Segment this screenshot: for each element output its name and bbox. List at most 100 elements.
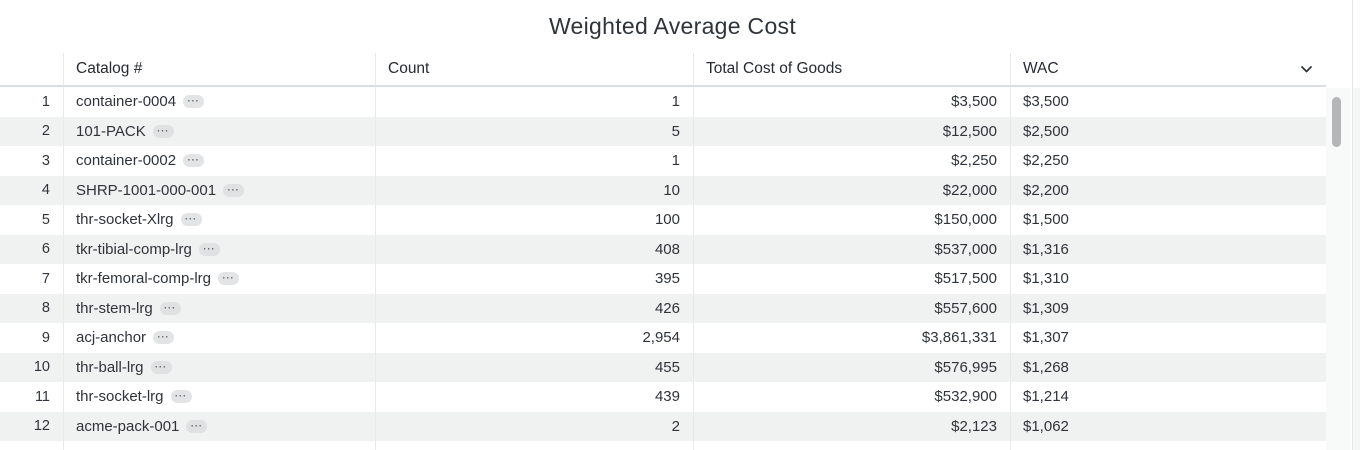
row-index[interactable]: 7 [0, 264, 63, 294]
table-body: 1 container-0004 ··· 1 $3,500 $3,500 2 101-PACK… [0, 87, 1326, 450]
count-cell: 5 [375, 116, 693, 146]
total-cost-cell: $22,000 [693, 175, 1010, 205]
catalog-cell: thr-ball-lrg ··· [63, 352, 375, 382]
row-index[interactable]: 9 [0, 323, 63, 353]
count-cell: 408 [375, 234, 693, 264]
row-menu-ellipsis-icon[interactable]: ··· [183, 154, 205, 168]
table-row: 10 thr-ball-lrg ··· 455 $576,995 $1,268 [0, 352, 1326, 382]
catalog-label: SHRP-1001-000-001 [76, 181, 217, 199]
count-cell: 455 [375, 352, 693, 382]
row-menu-ellipsis-icon[interactable]: ··· [186, 419, 208, 433]
row-menu-ellipsis-icon[interactable]: ··· [180, 213, 202, 227]
count-cell: 1 [375, 146, 693, 176]
row-menu-ellipsis-icon[interactable]: ··· [150, 360, 172, 374]
header-wac[interactable]: WAC [1010, 53, 1326, 85]
row-index[interactable]: 4 [0, 175, 63, 205]
table-row: 6 tkr-tibial-comp-lrg ··· 408 $537,000 $1,316 [0, 234, 1326, 264]
wac-cell: $1,268 [1010, 352, 1326, 382]
row-menu-ellipsis-icon[interactable]: ··· [223, 183, 245, 197]
row-index[interactable]: 10 [0, 352, 63, 382]
catalog-cell: container-0002 ··· [63, 146, 375, 176]
wac-cell: $1,310 [1010, 264, 1326, 294]
catalog-label: thr-socket-lrg [76, 388, 164, 406]
row-menu-ellipsis-icon[interactable]: ··· [153, 331, 175, 345]
count-cell: 1 [375, 87, 693, 117]
table-row: 8 thr-stem-lrg ··· 426 $557,600 $1,309 [0, 293, 1326, 323]
row-index[interactable]: 12 [0, 411, 63, 441]
row-index[interactable]: 5 [0, 205, 63, 235]
table-row: 11 thr-socket-lrg ··· 439 $532,900 $1,214 [0, 382, 1326, 412]
table-row: 2 101-PACK ··· 5 $12,500 $2,500 [0, 116, 1326, 146]
wac-cell: $1,500 [1010, 205, 1326, 235]
catalog-cell: acj-anchor ··· [63, 323, 375, 353]
count-cell: 2 [375, 411, 693, 441]
row-index[interactable]: 1 [0, 87, 63, 117]
row-menu-ellipsis-icon[interactable]: ··· [152, 124, 174, 138]
row-menu-ellipsis-icon[interactable]: ··· [183, 95, 205, 109]
total-cost-cell: $532,900 [693, 382, 1010, 412]
catalog-label: tkr-femoral-comp-lrg [76, 270, 212, 288]
row-index[interactable]: 3 [0, 146, 63, 176]
total-cost-cell: $576,995 [693, 352, 1010, 382]
table-header-row: Catalog # Count Total Cost of Goods WAC [0, 53, 1326, 87]
row-index[interactable]: 8 [0, 293, 63, 323]
catalog-label: acme-pack-001 [76, 417, 180, 435]
wac-cell: $1,309 [1010, 293, 1326, 323]
wac-cell: $2,500 [1010, 116, 1326, 146]
row-menu-ellipsis-icon[interactable]: ··· [159, 301, 181, 315]
catalog-cell: thr-socket-lrg ··· [63, 382, 375, 412]
empty-cell [693, 441, 1010, 450]
wac-table: Catalog # Count Total Cost of Goods WAC … [0, 53, 1326, 450]
scrollbar-thumb[interactable] [1332, 97, 1341, 147]
header-catalog[interactable]: Catalog # [63, 53, 375, 85]
catalog-cell: acme-pack-001 ··· [63, 411, 375, 441]
table-row: 5 thr-socket-Xlrg ··· 100 $150,000 $1,500 [0, 205, 1326, 235]
row-index[interactable]: 2 [0, 116, 63, 146]
total-cost-cell: $3,861,331 [693, 323, 1010, 353]
total-cost-cell: $3,500 [693, 87, 1010, 117]
total-cost-cell: $12,500 [693, 116, 1010, 146]
table-row: 1 container-0004 ··· 1 $3,500 $3,500 [0, 87, 1326, 117]
count-cell: 395 [375, 264, 693, 294]
wac-cell: $1,307 [1010, 323, 1326, 353]
empty-cell [63, 441, 375, 450]
chevron-down-icon[interactable] [1299, 62, 1314, 77]
wac-cell: $3,500 [1010, 87, 1326, 117]
total-cost-cell: $537,000 [693, 234, 1010, 264]
count-cell: 100 [375, 205, 693, 235]
wac-cell: $2,250 [1010, 146, 1326, 176]
header-total-cost[interactable]: Total Cost of Goods [693, 53, 1010, 85]
catalog-label: acj-anchor [76, 329, 147, 347]
catalog-cell: thr-stem-lrg ··· [63, 293, 375, 323]
table-row-partial [0, 441, 1326, 450]
catalog-label: thr-stem-lrg [76, 299, 153, 317]
count-cell: 426 [375, 293, 693, 323]
catalog-cell: tkr-tibial-comp-lrg ··· [63, 234, 375, 264]
table-row: 9 acj-anchor ··· 2,954 $3,861,331 $1,307 [0, 323, 1326, 353]
row-menu-ellipsis-icon[interactable]: ··· [198, 242, 220, 256]
empty-cell [375, 441, 693, 450]
table-row: 7 tkr-femoral-comp-lrg ··· 395 $517,500 $1,31… [0, 264, 1326, 294]
vertical-scrollbar[interactable] [1326, 88, 1350, 450]
total-cost-cell: $150,000 [693, 205, 1010, 235]
wac-cell: $1,214 [1010, 382, 1326, 412]
table-row: 4 SHRP-1001-000-001 ··· 10 $22,000 $2,200 [0, 175, 1326, 205]
row-menu-ellipsis-icon[interactable]: ··· [170, 390, 192, 404]
row-index[interactable]: 11 [0, 382, 63, 412]
row-menu-ellipsis-icon[interactable]: ··· [218, 272, 240, 286]
header-count[interactable]: Count [375, 53, 693, 85]
table-row: 3 container-0002 ··· 1 $2,250 $2,250 [0, 146, 1326, 176]
empty-cell [1010, 441, 1326, 450]
count-cell: 439 [375, 382, 693, 412]
catalog-label: thr-socket-Xlrg [76, 211, 174, 229]
table-row: 12 acme-pack-001 ··· 2 $2,123 $1,062 [0, 411, 1326, 441]
total-cost-cell: $2,250 [693, 146, 1010, 176]
header-wac-label: WAC [1023, 60, 1059, 77]
row-index[interactable]: 6 [0, 234, 63, 264]
catalog-cell: tkr-femoral-comp-lrg ··· [63, 264, 375, 294]
total-cost-cell: $557,600 [693, 293, 1010, 323]
panel-edge-divider [1352, 0, 1353, 450]
empty-cell [0, 441, 63, 450]
catalog-label: container-0002 [76, 152, 177, 170]
